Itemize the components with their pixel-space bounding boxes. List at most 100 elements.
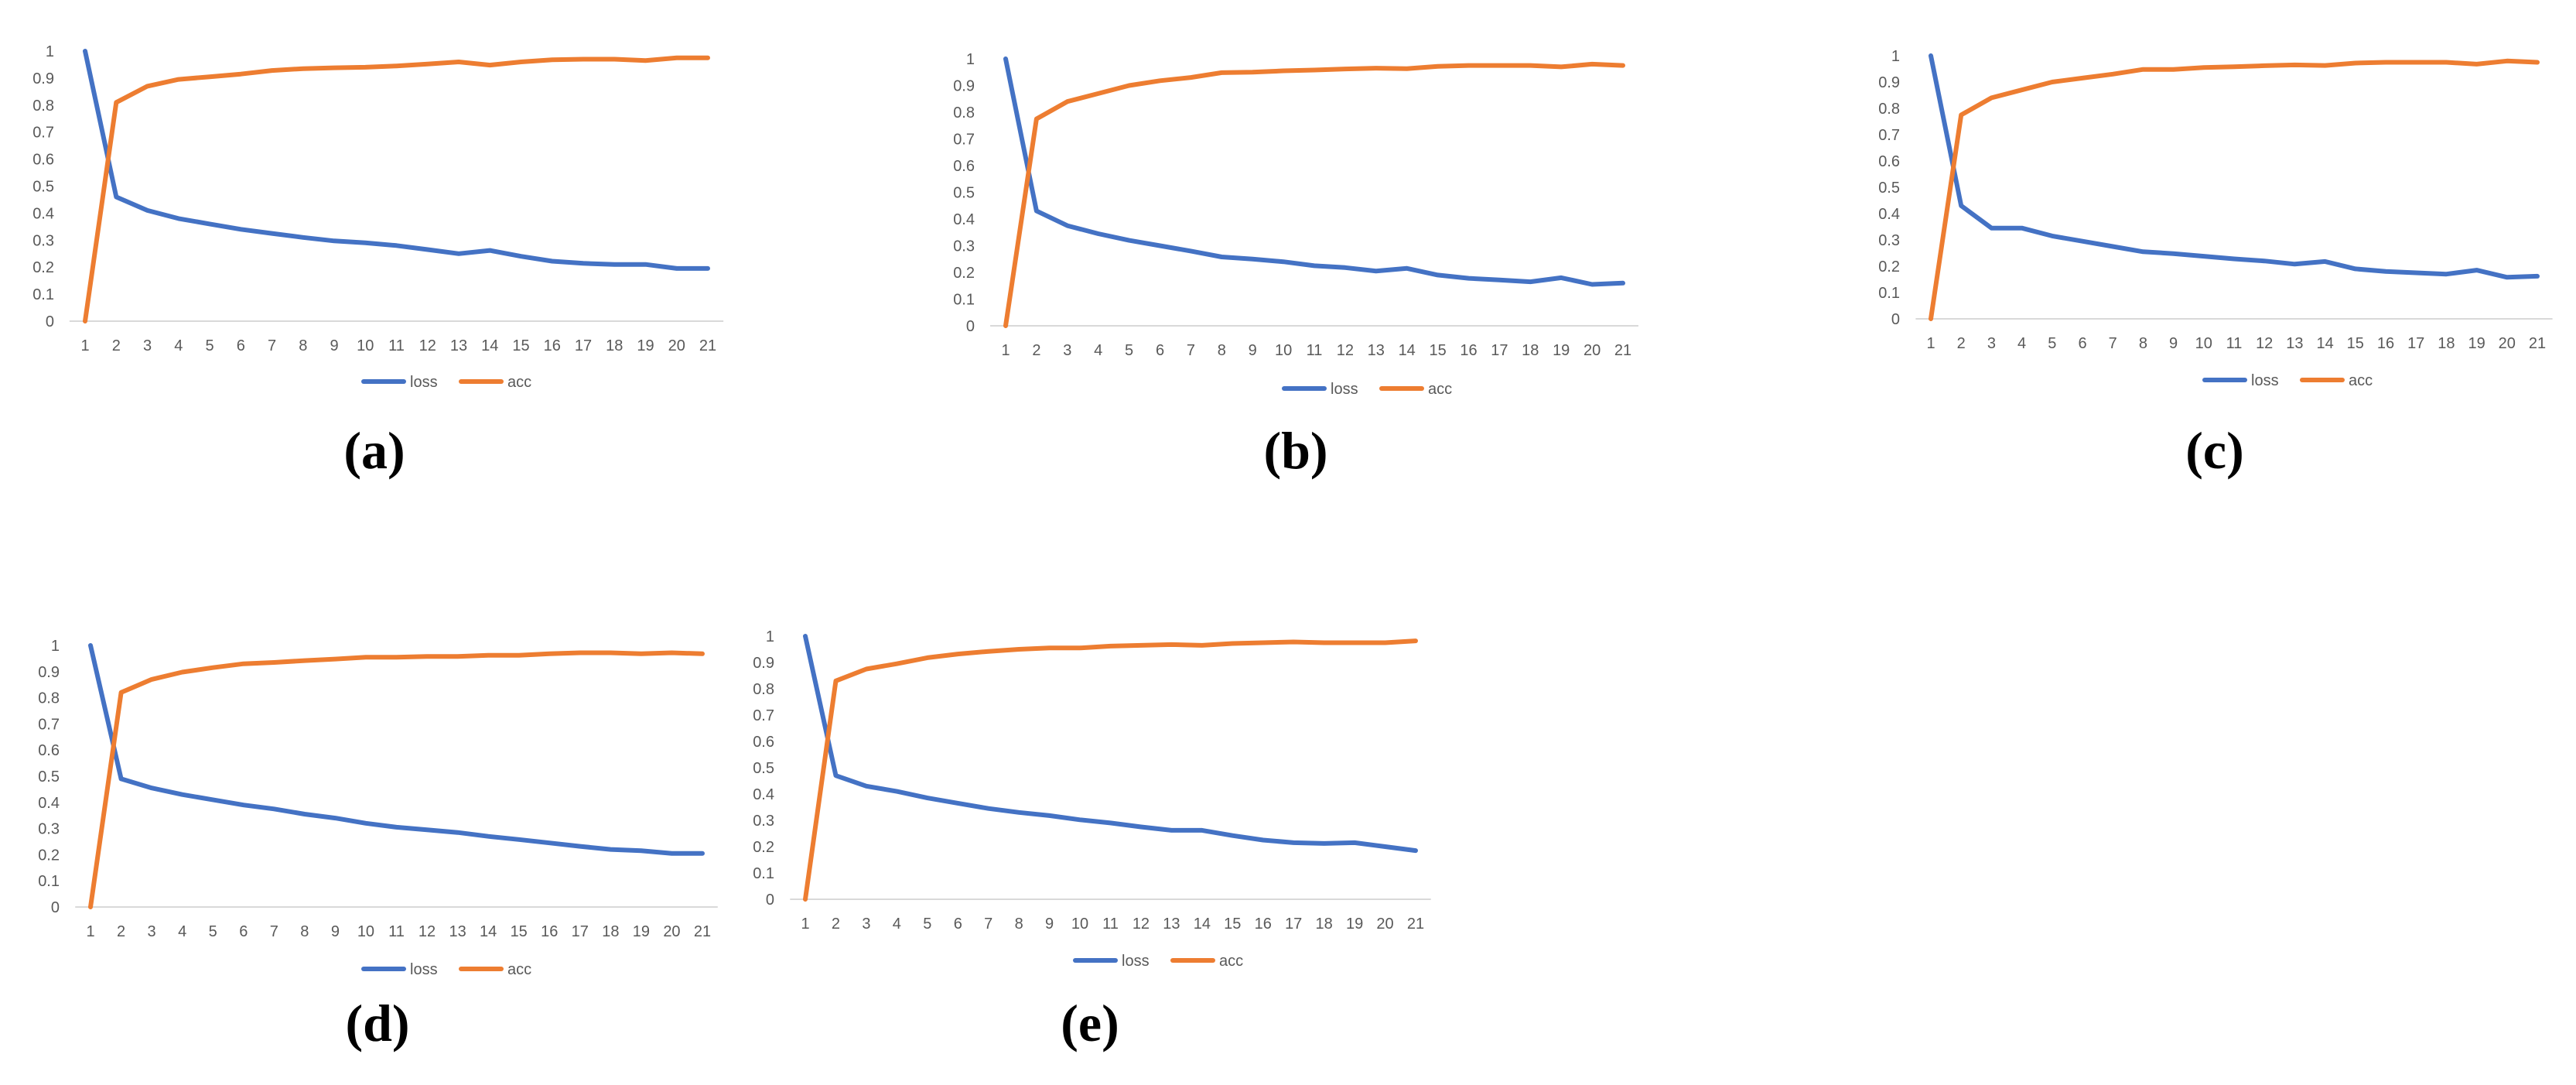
x-tick-label: 3 <box>1987 335 1996 352</box>
x-tick-label: 14 <box>480 923 497 940</box>
x-tick-label: 3 <box>862 916 870 933</box>
x-tick-label: 18 <box>2438 335 2455 352</box>
series-line-loss <box>803 634 1418 854</box>
x-tick-label: 15 <box>1429 342 1446 359</box>
y-tick-label: 0.2 <box>1878 258 1900 276</box>
x-tick-label: 8 <box>299 337 307 354</box>
panel-label: (d) <box>345 994 409 1052</box>
x-tick-label: 2 <box>117 923 125 940</box>
x-tick-label: 13 <box>449 923 466 940</box>
y-tick-label: 0.4 <box>1878 206 1900 223</box>
y-tick-label: 0.9 <box>38 664 60 681</box>
x-tick-label: 21 <box>1407 916 1424 933</box>
x-tick-label: 7 <box>270 923 278 940</box>
x-tick-label: 8 <box>2139 335 2147 352</box>
x-tick-label: 13 <box>2286 335 2303 352</box>
y-tick-label: 0.5 <box>32 179 54 196</box>
x-tick-label: 20 <box>1584 342 1601 359</box>
y-tick-label: 0.5 <box>953 185 975 202</box>
panel-label: (c) <box>2185 421 2243 480</box>
chart-panel-c: 00.10.20.30.40.50.60.70.80.911 2 3 4 5 6 7 8 9 10… <box>1878 48 2553 480</box>
y-tick-label: 1 <box>46 43 54 60</box>
x-tick-label: 5 <box>1125 342 1133 359</box>
x-tick-label: 3 <box>143 337 152 354</box>
legend-label-acc: acc <box>507 374 531 391</box>
x-tick-label: 4 <box>178 923 186 940</box>
series-line-loss <box>88 643 705 856</box>
y-tick-label: 0.6 <box>38 742 60 759</box>
y-tick-label: 0.8 <box>753 681 774 698</box>
x-tick-label: 1 <box>80 337 89 354</box>
x-tick-label: 2 <box>1032 342 1040 359</box>
x-tick-label: 11 <box>388 337 405 354</box>
x-tick-label: 18 <box>606 337 623 354</box>
x-tick-label: 16 <box>541 923 558 940</box>
x-tick-label: 5 <box>209 923 217 940</box>
x-tick-label: 12 <box>1337 342 1354 359</box>
chart-panel-e: 00.10.20.30.40.50.60.70.80.911 2 3 4 5 6 7 8 9 10… <box>753 628 1431 1052</box>
x-tick-label: 15 <box>1224 916 1241 933</box>
x-tick-label: 7 <box>268 337 276 354</box>
x-tick-label: 19 <box>1346 916 1363 933</box>
x-tick-label: 17 <box>1491 342 1508 359</box>
y-tick-label: 0.4 <box>38 795 60 812</box>
legend-label-loss: loss <box>1331 381 1358 398</box>
x-tick-label: 6 <box>954 916 962 933</box>
y-tick-label: 0.3 <box>32 232 54 249</box>
chart-panel-d: 00.10.20.30.40.50.60.70.80.911 2 3 4 5 6 7 8 9 10… <box>38 638 718 1052</box>
y-tick-label: 0.7 <box>1878 127 1900 144</box>
x-tick-label: 10 <box>2195 335 2212 352</box>
x-tick-label: 13 <box>450 337 467 354</box>
y-tick-label: 0.2 <box>38 847 60 864</box>
x-tick-label: 13 <box>1163 916 1180 933</box>
y-tick-label: 1 <box>51 638 60 655</box>
legend-label-loss: loss <box>2251 372 2279 389</box>
x-tick-label: 14 <box>1399 342 1416 359</box>
y-tick-label: 0.8 <box>1878 101 1900 118</box>
panel-label: (a) <box>343 421 405 480</box>
x-tick-label: 13 <box>1368 342 1385 359</box>
x-tick-label: 11 <box>2226 335 2243 352</box>
y-tick-label: 0.4 <box>953 211 975 228</box>
x-tick-label: 16 <box>544 337 561 354</box>
x-tick-label: 19 <box>637 337 654 354</box>
legend-label-loss: loss <box>410 961 438 978</box>
x-tick-label: 20 <box>668 337 685 354</box>
y-tick-label: 0.9 <box>753 655 774 672</box>
x-tick-label: 11 <box>1102 916 1119 933</box>
chart-panel-b: 00.10.20.30.40.50.60.70.80.911 2 3 4 5 6 7 8 9 10… <box>953 51 1638 480</box>
y-tick-label: 0 <box>966 318 975 335</box>
x-tick-label: 5 <box>923 916 931 933</box>
x-tick-label: 17 <box>575 337 592 354</box>
y-tick-label: 0.7 <box>32 125 54 142</box>
series-line-loss <box>1929 53 2540 280</box>
x-tick-label: 10 <box>357 923 374 940</box>
y-tick-label: 0.2 <box>32 259 54 276</box>
series-line-acc <box>1929 58 2540 321</box>
x-tick-label: 20 <box>1376 916 1393 933</box>
y-tick-label: 0.9 <box>1878 74 1900 91</box>
legend-label-acc: acc <box>1428 381 1452 398</box>
y-tick-label: 0.3 <box>1878 232 1900 249</box>
x-tick-label: 14 <box>481 337 498 354</box>
panel-label: (b) <box>1263 421 1327 480</box>
x-tick-label: 11 <box>1307 342 1323 359</box>
y-tick-label: 0.2 <box>953 265 975 282</box>
y-tick-label: 0.1 <box>953 292 975 309</box>
x-tick-label: 11 <box>388 923 405 940</box>
x-tick-label: 12 <box>2256 335 2273 352</box>
y-tick-label: 0 <box>1891 311 1900 328</box>
x-tick-label: 4 <box>1094 342 1102 359</box>
y-tick-label: 0.1 <box>32 286 54 303</box>
x-tick-label: 6 <box>2078 335 2086 352</box>
y-tick-label: 0.7 <box>753 707 774 724</box>
x-tick-label: 5 <box>2048 335 2056 352</box>
y-tick-label: 0.5 <box>38 768 60 786</box>
y-tick-label: 1 <box>1891 48 1900 65</box>
x-tick-label: 2 <box>832 916 840 933</box>
x-tick-label: 16 <box>1255 916 1272 933</box>
x-tick-label: 14 <box>1194 916 1211 933</box>
y-tick-label: 0.9 <box>32 70 54 87</box>
y-tick-label: 0.4 <box>753 786 774 803</box>
x-tick-label: 7 <box>2109 335 2117 352</box>
